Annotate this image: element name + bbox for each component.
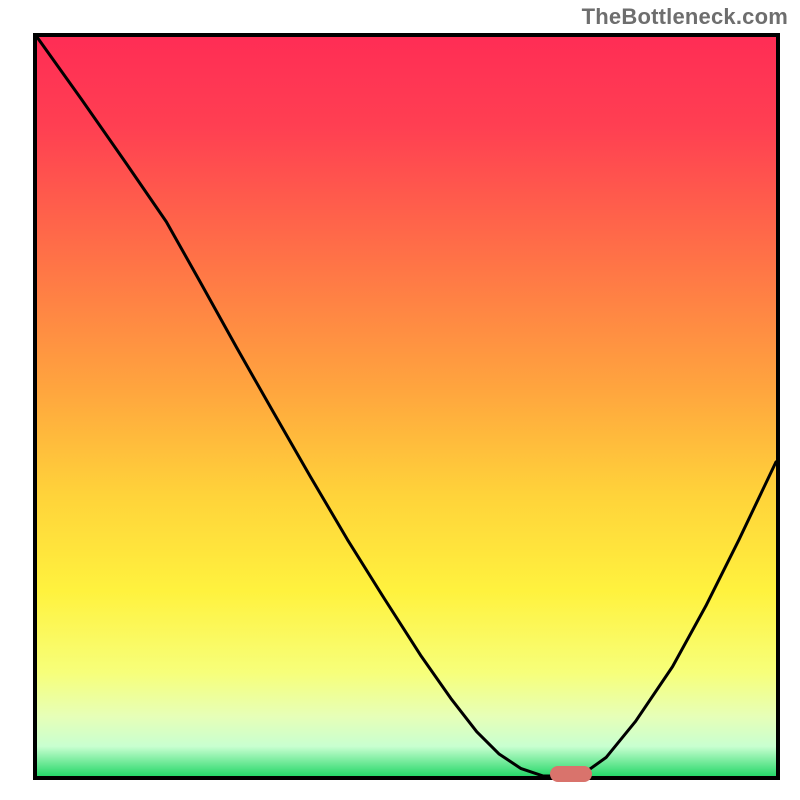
gradient-background xyxy=(37,37,776,776)
watermark-text: TheBottleneck.com xyxy=(582,4,788,30)
optimal-marker xyxy=(550,766,592,782)
chart-frame: TheBottleneck.com xyxy=(0,0,800,800)
plot-area xyxy=(33,33,780,780)
plot-svg xyxy=(37,37,776,776)
